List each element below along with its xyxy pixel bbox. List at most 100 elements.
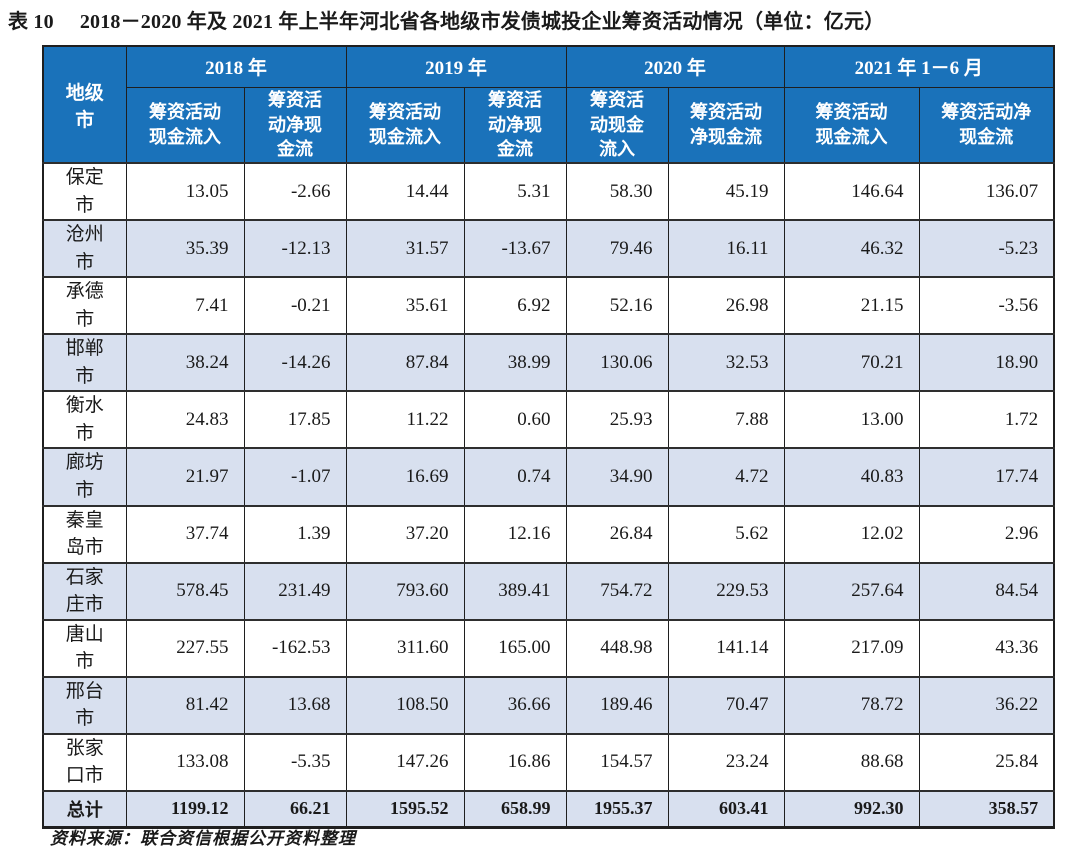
value-cell: 130.06 (565, 333, 669, 392)
value-cell: 189.46 (565, 676, 669, 735)
city-cell: 廊坊市 (42, 447, 127, 507)
city-cell: 石家庄市 (42, 562, 127, 621)
value-cell: 35.61 (345, 276, 465, 335)
value-cell: 16.86 (463, 733, 567, 792)
value-cell: 25.93 (565, 390, 669, 449)
value-cell: 66.21 (243, 790, 347, 828)
city-cell: 邢台市 (42, 676, 127, 735)
value-cell: 136.07 (918, 162, 1055, 221)
city-cell: 承德市 (42, 276, 127, 335)
value-cell: 11.22 (345, 390, 465, 449)
city-cell: 秦皇岛市 (42, 505, 127, 564)
value-cell: 84.54 (918, 562, 1055, 621)
value-cell: 26.84 (565, 505, 669, 564)
corner-header-city: 地级市 (42, 45, 127, 164)
table-row: 廊坊市 21.97 -1.07 16.69 0.74 34.90 4.72 40.83 17.7… (42, 447, 1055, 507)
table-row: 石家庄市 578.45 231.49 793.60 389.41 754.72 229.53… (42, 562, 1055, 621)
table-row: 沧州市 35.39 -12.13 31.57 -13.67 79.46 16.11 46.32… (42, 219, 1055, 278)
value-cell: 146.64 (783, 162, 920, 221)
value-cell: 16.11 (667, 219, 785, 278)
table-row: 衡水市 24.83 17.85 11.22 0.60 25.93 7.88 13.00 1.72 (42, 390, 1055, 449)
value-cell: 217.09 (783, 619, 920, 678)
value-cell: 36.22 (918, 676, 1055, 735)
value-cell: 793.60 (345, 562, 465, 621)
value-cell: 13.68 (243, 676, 347, 735)
value-cell: -13.67 (463, 219, 567, 278)
value-cell: 754.72 (565, 562, 669, 621)
value-cell: 35.39 (125, 219, 245, 278)
value-cell: 7.88 (667, 390, 785, 449)
value-cell: 141.14 (667, 619, 785, 678)
value-cell: 23.24 (667, 733, 785, 792)
value-cell: 14.44 (345, 162, 465, 221)
col-header-2021-inflow: 筹资活动现金流入 (783, 86, 920, 164)
value-cell: 43.36 (918, 619, 1055, 678)
value-cell: 6.92 (463, 276, 567, 335)
value-cell: -1.07 (243, 447, 347, 507)
value-cell: 311.60 (345, 619, 465, 678)
value-cell: 45.19 (667, 162, 785, 221)
col-header-2018-net: 筹资活动净现金流 (243, 86, 347, 164)
value-cell: 78.72 (783, 676, 920, 735)
value-cell: 5.62 (667, 505, 785, 564)
value-cell: 37.20 (345, 505, 465, 564)
value-cell: 13.00 (783, 390, 920, 449)
col-header-2020-inflow: 筹资活动现金流入 (565, 86, 669, 164)
value-cell: 1.39 (243, 505, 347, 564)
table-row: 秦皇岛市 37.74 1.39 37.20 12.16 26.84 5.62 12.02 2.9… (42, 505, 1055, 564)
city-cell: 张家口市 (42, 733, 127, 792)
value-cell: 70.21 (783, 333, 920, 392)
value-cell: -5.35 (243, 733, 347, 792)
value-cell: 0.74 (463, 447, 567, 507)
metric-header-row: 筹资活动现金流入 筹资活动净现金流 筹资活动现金流入 筹资活动净现金流 筹资活动… (43, 86, 1055, 164)
col-header-2020-net: 筹资活动净现金流 (667, 86, 785, 164)
value-cell: 21.97 (125, 447, 245, 507)
value-cell: 448.98 (565, 619, 669, 678)
value-cell: 46.32 (783, 219, 920, 278)
value-cell: 0.60 (463, 390, 567, 449)
table-row: 承德市 7.41 -0.21 35.61 6.92 52.16 26.98 21.15 -3.5… (42, 276, 1055, 335)
value-cell: 21.15 (783, 276, 920, 335)
value-cell: 154.57 (565, 733, 669, 792)
city-cell: 沧州市 (42, 219, 127, 278)
col-header-2019-net: 筹资活动净现金流 (463, 86, 567, 164)
value-cell: -12.13 (243, 219, 347, 278)
value-cell: 81.42 (125, 676, 245, 735)
table-row: 张家口市 133.08 -5.35 147.26 16.86 154.57 23.24 88.… (42, 733, 1055, 792)
year-header-2021h1: 2021 年 1－6 月 (783, 45, 1055, 88)
value-cell: 16.69 (345, 447, 465, 507)
city-cell: 总计 (42, 790, 127, 828)
table-header: 地级市 2018 年 2019 年 2020 年 2021 年 1－6 月 筹资… (42, 45, 1055, 164)
value-cell: 38.24 (125, 333, 245, 392)
city-cell: 衡水市 (42, 390, 127, 449)
city-cell: 邯郸市 (42, 333, 127, 392)
value-cell: 26.98 (667, 276, 785, 335)
value-cell: 229.53 (667, 562, 785, 621)
col-header-2019-inflow: 筹资活动现金流入 (345, 86, 465, 164)
value-cell: 31.57 (345, 219, 465, 278)
table-row: 唐山市 227.55 -162.53 311.60 165.00 448.98 141.14… (42, 619, 1055, 678)
col-header-2021-net: 筹资活动净现金流 (918, 86, 1055, 164)
value-cell: 70.47 (667, 676, 785, 735)
year-header-2018: 2018 年 (125, 45, 347, 88)
value-cell: 1199.12 (125, 790, 245, 828)
table-row: 邢台市 81.42 13.68 108.50 36.66 189.46 70.47 78.72… (42, 676, 1055, 735)
source-note: 资料来源：联合资信根据公开资料整理 (50, 829, 356, 848)
value-cell: 12.02 (783, 505, 920, 564)
value-cell: 52.16 (565, 276, 669, 335)
value-cell: 38.99 (463, 333, 567, 392)
value-cell: 34.90 (565, 447, 669, 507)
value-cell: 1955.37 (565, 790, 669, 828)
value-cell: 578.45 (125, 562, 245, 621)
total-row: 总计 1199.12 66.21 1595.52 658.99 1955.37 603.41… (42, 790, 1055, 828)
value-cell: -162.53 (243, 619, 347, 678)
value-cell: 1.72 (918, 390, 1055, 449)
value-cell: 36.66 (463, 676, 567, 735)
year-header-2019: 2019 年 (345, 45, 567, 88)
value-cell: 2.96 (918, 505, 1055, 564)
value-cell: 1595.52 (345, 790, 465, 828)
value-cell: 4.72 (667, 447, 785, 507)
value-cell: 992.30 (783, 790, 920, 828)
value-cell: 88.68 (783, 733, 920, 792)
value-cell: 40.83 (783, 447, 920, 507)
